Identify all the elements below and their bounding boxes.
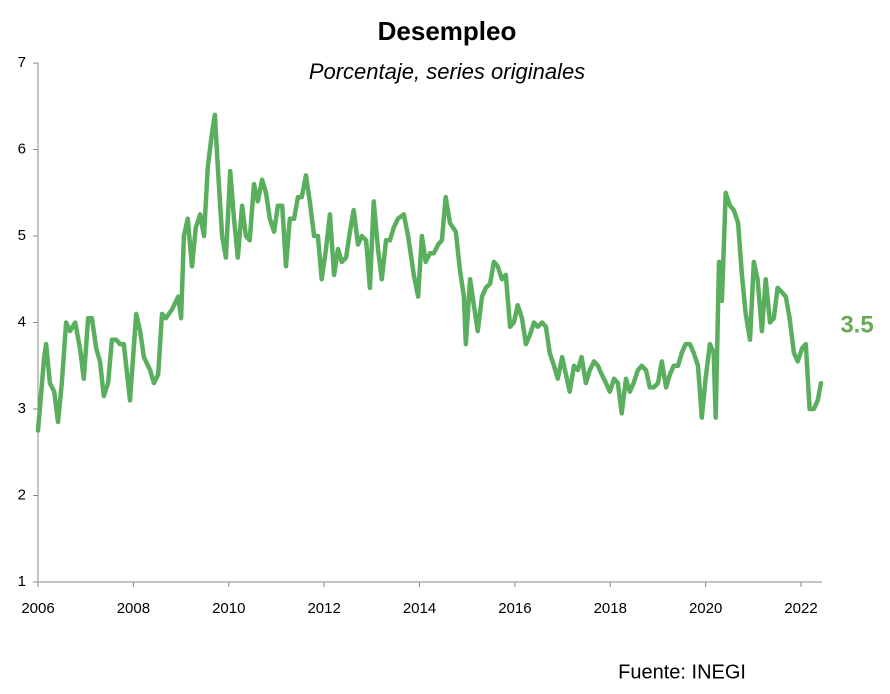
- x-tick-label: 2016: [498, 600, 531, 617]
- x-tick-label: 2008: [117, 600, 150, 617]
- chart-title: Desempleo: [378, 16, 517, 46]
- x-tick-label: 2014: [403, 600, 436, 617]
- y-tick-label: 5: [18, 227, 26, 244]
- y-tick-label: 1: [18, 573, 26, 590]
- y-tick-label: 4: [18, 313, 26, 330]
- x-tick-label: 2018: [594, 600, 627, 617]
- x-tick-label: 2010: [212, 600, 245, 617]
- x-tick-label: 2020: [689, 600, 722, 617]
- chart-subtitle: Porcentaje, series originales: [309, 59, 585, 84]
- y-tick-label: 6: [18, 140, 26, 157]
- source-note: Fuente: INEGI: [618, 661, 746, 683]
- x-tick-label: 2022: [784, 600, 817, 617]
- y-tick-label: 7: [18, 54, 26, 71]
- data-line: [35, 112, 824, 433]
- y-tick-label: 3: [18, 400, 26, 417]
- x-tick-label: 2012: [307, 600, 340, 617]
- x-tick-label: 2006: [21, 600, 54, 617]
- annotation: 3.5: [840, 311, 873, 338]
- y-tick-label: 2: [18, 486, 26, 503]
